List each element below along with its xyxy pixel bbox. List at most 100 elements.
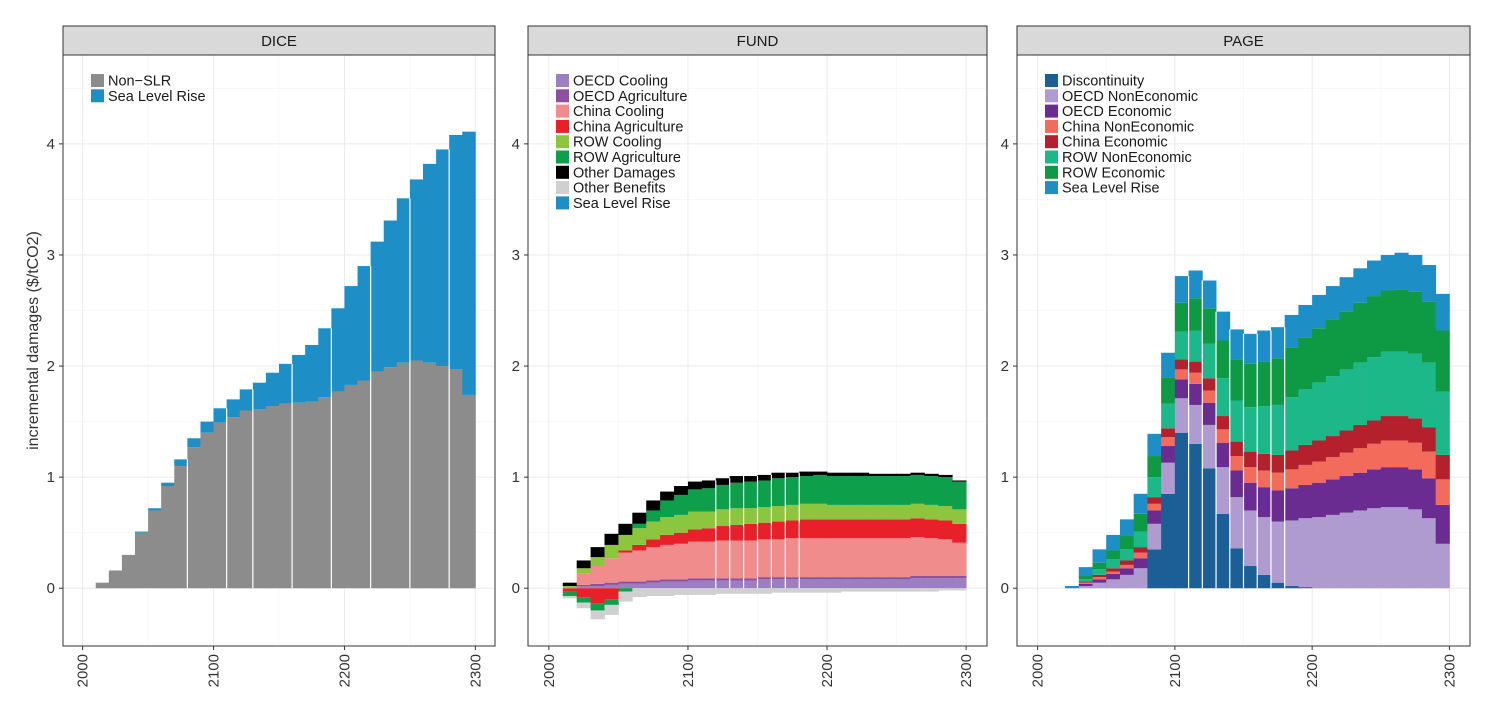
bar-segment <box>187 438 201 448</box>
legend-swatch <box>556 196 569 210</box>
bar-segment <box>938 588 953 591</box>
y-tick-label: 3 <box>512 247 520 264</box>
bar-segment <box>1147 433 1162 457</box>
bar-segment <box>148 508 162 511</box>
legend-swatch <box>1045 104 1058 118</box>
bar-segment <box>95 582 110 589</box>
bar-segment <box>436 366 450 589</box>
bar-segment <box>1133 547 1148 553</box>
bar-segment <box>226 417 241 589</box>
bar-segment <box>827 476 842 505</box>
bar-segment <box>674 588 689 595</box>
bar-segment <box>618 550 633 553</box>
bar-segment <box>292 354 306 403</box>
bar-segment <box>785 504 800 521</box>
bar-segment <box>1284 586 1299 589</box>
bar-segment <box>1257 487 1272 518</box>
bar-segment <box>896 538 911 578</box>
legend-label: Discontinuity <box>1062 74 1145 90</box>
bar-segment <box>1270 582 1286 589</box>
bar-segment <box>1174 369 1189 380</box>
bar-segment <box>148 510 162 589</box>
bar-segment <box>409 360 424 589</box>
bar-segment <box>952 523 967 543</box>
legend-swatch <box>556 119 569 133</box>
bar-segment <box>771 539 786 578</box>
bar-segment <box>409 179 424 361</box>
bar-segment <box>827 472 842 477</box>
bar-segment <box>785 538 800 578</box>
bar-segment <box>882 519 897 539</box>
bar-segment <box>1394 351 1409 417</box>
bar-segment <box>200 421 214 433</box>
bar-segment <box>896 519 911 539</box>
bar-segment <box>590 588 605 604</box>
bar-segment <box>383 367 398 589</box>
bar-segment <box>1229 470 1244 498</box>
bar-segment <box>674 581 689 589</box>
bar-segment <box>882 579 897 589</box>
bar-segment <box>1353 472 1368 511</box>
y-tick-label: 1 <box>1001 469 1009 486</box>
bar-segment <box>331 391 345 589</box>
y-tick-label: 3 <box>47 247 55 264</box>
bar-segment <box>590 586 605 589</box>
bar-segment <box>910 474 925 504</box>
bar-segment <box>1435 543 1450 589</box>
bar-segment <box>576 560 591 569</box>
bar-segment <box>715 526 731 541</box>
y-tick-label: 4 <box>1001 136 1009 153</box>
x-axis: 2000 2100 2200 2300 <box>541 646 975 687</box>
bar-segment <box>1243 333 1258 364</box>
bar-segment <box>701 488 717 512</box>
bar-segment <box>1339 369 1354 431</box>
bar-segment <box>1367 296 1382 358</box>
y-tick-label: 0 <box>512 580 520 597</box>
bar-segment <box>174 466 188 589</box>
bar-dividers <box>1187 276 1286 589</box>
bar-segment <box>799 577 814 580</box>
legend-label: Sea Level Rise <box>573 196 671 212</box>
bar-segment <box>840 519 856 539</box>
bar-segment <box>265 372 280 407</box>
bar-segment <box>632 588 647 598</box>
bar-segment <box>604 558 619 583</box>
bar-segment <box>1106 571 1121 574</box>
bar-segment <box>660 491 675 501</box>
legend-swatch <box>556 150 569 164</box>
panel-title: FUND <box>737 33 779 50</box>
bar-segment <box>729 508 744 525</box>
bar-segment <box>213 422 228 589</box>
bar-segment <box>687 489 703 512</box>
bar-segment <box>1216 442 1231 468</box>
bar-segment <box>396 198 411 363</box>
bar-segment <box>715 484 731 510</box>
y-tick-label: 3 <box>1001 247 1009 264</box>
bar-segment <box>1106 568 1121 572</box>
bar-segment <box>1380 467 1395 508</box>
bar-segment <box>1229 456 1244 471</box>
bar-segment <box>187 447 201 589</box>
bar-segment <box>1106 559 1121 569</box>
bar-segment <box>813 503 828 520</box>
bar-segment <box>576 602 591 609</box>
bar-segment <box>562 596 578 599</box>
bar-segment <box>1353 268 1368 303</box>
bar-segment <box>1270 472 1286 491</box>
bar-segment <box>239 410 254 589</box>
y-tick-label: 0 <box>1001 580 1009 597</box>
y-tick-label: 2 <box>512 358 520 375</box>
bar-segment <box>604 533 619 545</box>
bar-segment <box>938 576 953 579</box>
bar-segment <box>1325 479 1340 515</box>
bar-segment <box>590 610 605 620</box>
bar-segment <box>1147 510 1162 524</box>
bar-segment <box>674 486 689 495</box>
bar-segment <box>715 580 731 589</box>
bar-segment <box>1092 579 1107 583</box>
bar-segment <box>370 371 385 589</box>
bar-segment <box>854 472 870 477</box>
bar-segment <box>771 506 786 522</box>
bar-segment <box>687 578 703 581</box>
